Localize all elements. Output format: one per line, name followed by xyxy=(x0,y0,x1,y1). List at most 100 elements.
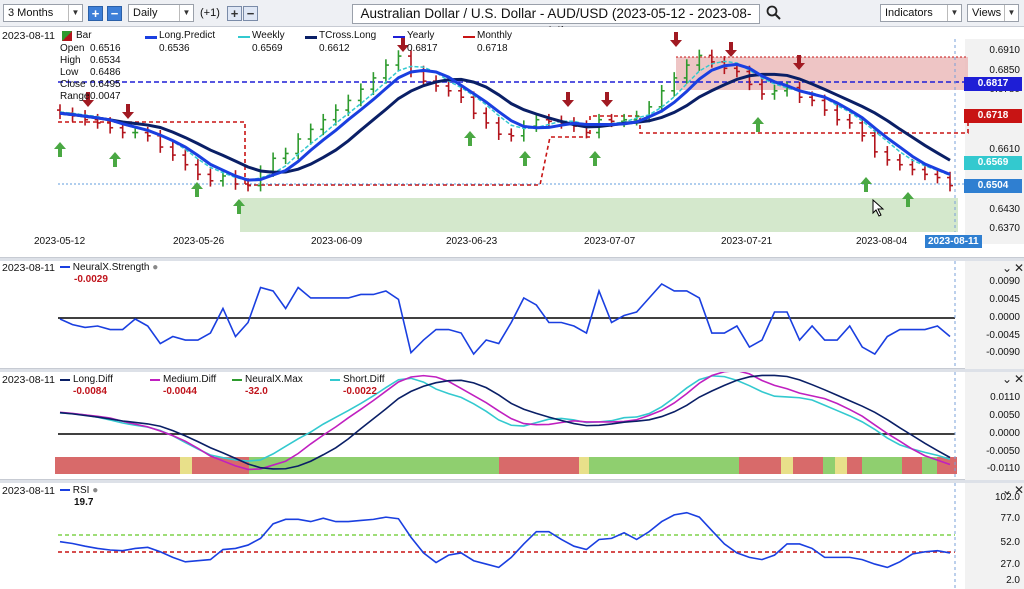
toolbar: 3 Months ▼ + − Daily ▼ (+1) + − Australian… xyxy=(0,0,1024,39)
buy-arrow-icon xyxy=(464,131,476,146)
legend-value: -32.0 xyxy=(245,386,268,397)
range-select[interactable]: 3 Months ▼ xyxy=(3,4,83,22)
panel-close-icon[interactable]: ✕ xyxy=(1014,372,1024,386)
x-tick-label: 2023-06-09 xyxy=(311,236,363,247)
buy-arrow-icon xyxy=(519,151,531,166)
y-tick-label: 0.6610 xyxy=(989,144,1020,155)
x-tick-label: 2023-08-04 xyxy=(856,236,908,247)
price-panel[interactable]: 2023-08-11 Bar Open 0.6516 High 0.6534 Low 0.… xyxy=(0,27,1024,258)
y-tick-label: 27.0 xyxy=(1000,559,1020,570)
ohlc-value: 0.6516 xyxy=(90,43,121,54)
state-strip-cell xyxy=(823,457,835,474)
y-tick-label: -0.0045 xyxy=(986,330,1020,341)
legend-name: NeuralX.Max xyxy=(245,374,303,385)
state-strip-cell xyxy=(55,457,180,474)
ohlc-label: Range xyxy=(60,91,90,102)
rsi-legend: RSI ● xyxy=(60,485,98,496)
views-menu[interactable]: Views ▼ xyxy=(967,4,1019,22)
axis-area xyxy=(965,39,1024,244)
sell-arrow-icon xyxy=(601,92,613,107)
legend-value: 0.6536 xyxy=(159,43,190,54)
panel-close-icon[interactable]: ✕ xyxy=(1014,261,1024,275)
ohlc-value: 0.6486 xyxy=(90,67,121,78)
state-strip-cell xyxy=(862,457,902,474)
y-tick-label: -0.0050 xyxy=(986,446,1020,457)
panel-splitter[interactable] xyxy=(0,369,1024,372)
ohlc-value: 0.6534 xyxy=(90,55,121,66)
strength-line xyxy=(59,282,951,356)
sell-arrow-icon xyxy=(122,104,134,119)
long-diff-line xyxy=(59,374,951,470)
strength-panel[interactable]: 2023-08-11 NeuralX.Strength ● -0.0029 0.… xyxy=(0,261,1024,369)
sell-arrow-icon xyxy=(82,92,94,107)
x-tick-label: 2023-07-21 xyxy=(721,236,773,247)
strength-chart[interactable] xyxy=(0,261,1024,369)
legend-value: -0.0044 xyxy=(163,386,197,397)
price-chart[interactable] xyxy=(0,27,1024,258)
mouse-cursor-icon xyxy=(872,199,886,217)
strength-name: NeuralX.Strength xyxy=(72,262,150,273)
strength-value: -0.0029 xyxy=(74,274,108,285)
x-tick-label: 2023-06-23 xyxy=(446,236,498,247)
state-strip-cell xyxy=(835,457,847,474)
diff-panel[interactable]: 2023-08-11 Long.Diff -0.0084 Medium.Diff -0… xyxy=(0,372,1024,480)
y-tick-label: -0.0110 xyxy=(986,463,1020,474)
state-strip-cell xyxy=(579,457,589,474)
interval-select[interactable]: Daily ▼ xyxy=(128,4,194,22)
rsi-chart[interactable] xyxy=(0,483,1024,589)
offset-plus-button[interactable]: + xyxy=(227,6,242,21)
legend-name: Weekly xyxy=(252,30,285,41)
panel-splitter[interactable] xyxy=(0,480,1024,483)
legend-swatch xyxy=(330,379,340,381)
panel-down-icon[interactable]: ⌄ xyxy=(1002,261,1013,275)
panel-date: 2023-08-11 xyxy=(2,262,55,274)
zoom-in-button[interactable]: + xyxy=(88,6,103,21)
legend-swatch xyxy=(232,379,242,381)
support-zone xyxy=(240,198,958,232)
panel-down-icon[interactable]: ⌄ xyxy=(1002,372,1013,386)
y-tick-label: 0.6370 xyxy=(989,223,1020,234)
y-tick-label: 0.0050 xyxy=(989,410,1020,421)
panel-splitter[interactable] xyxy=(0,258,1024,261)
indicators-label: Indicators xyxy=(885,7,933,19)
rsi-panel[interactable]: 2023-08-11 RSI ● 19.7 102.0 77.0 52.0 27.0 2… xyxy=(0,483,1024,589)
state-strip-cell xyxy=(847,457,862,474)
legend-name: Monthly xyxy=(477,30,513,41)
bar-style-icon xyxy=(62,31,72,41)
y-tick-label: 0.0000 xyxy=(989,312,1020,323)
y-tick-label: 0.0090 xyxy=(989,276,1020,287)
search-icon[interactable] xyxy=(766,5,782,21)
legend-swatch xyxy=(238,36,250,38)
legend-name: TCross.Long xyxy=(319,30,377,41)
y-tick-label: 77.0 xyxy=(1000,513,1020,524)
state-strip-cell xyxy=(793,457,823,474)
sell-arrow-icon xyxy=(725,42,737,57)
chevron-down-icon: ▼ xyxy=(1004,5,1018,21)
rsi-line xyxy=(59,511,951,569)
panel-down-icon[interactable]: ⌄ xyxy=(1002,483,1013,497)
ohlc-label: High xyxy=(60,55,81,66)
offset-minus-button[interactable]: − xyxy=(243,6,258,21)
zoom-out-button[interactable]: − xyxy=(107,6,122,21)
y-tick-label: 102.0 xyxy=(994,492,1020,503)
long-predict-line xyxy=(59,62,951,182)
interval-value: Daily xyxy=(133,7,158,19)
legend-swatch xyxy=(305,36,317,39)
indicators-menu[interactable]: Indicators ▼ xyxy=(880,4,962,22)
legend-name: Medium.Diff xyxy=(163,374,217,385)
y-tick-label: 0.6850 xyxy=(989,65,1020,76)
diff-chart[interactable] xyxy=(0,372,1024,480)
y-tick-label: 52.0 xyxy=(1000,537,1020,548)
legend-value: 0.6569 xyxy=(252,43,283,54)
legend-name: Yearly xyxy=(407,30,435,41)
x-tick-label: 2023-05-26 xyxy=(173,236,225,247)
buy-arrow-icon xyxy=(233,199,245,214)
legend-swatch xyxy=(393,36,405,38)
x-tick-label: 2023-07-07 xyxy=(584,236,636,247)
rsi-value: 19.7 xyxy=(74,497,94,508)
tcross-long-line xyxy=(59,72,951,174)
buy-arrow-icon xyxy=(191,182,203,197)
symbol-title[interactable]: Australian Dollar / U.S. Dollar - AUD/US… xyxy=(352,4,760,39)
y-tick-label: -0.0090 xyxy=(986,347,1020,358)
panel-close-icon[interactable]: ✕ xyxy=(1014,483,1024,497)
